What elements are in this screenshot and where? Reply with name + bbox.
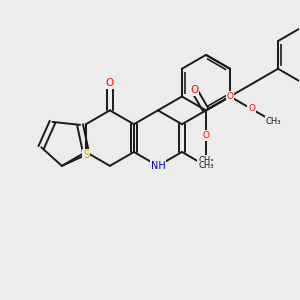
Text: CH₃: CH₃ bbox=[198, 161, 214, 170]
Text: O: O bbox=[248, 104, 255, 113]
Text: CH₃: CH₃ bbox=[198, 156, 214, 165]
Text: O: O bbox=[106, 78, 114, 88]
Text: O: O bbox=[190, 85, 198, 95]
Text: S: S bbox=[83, 150, 89, 160]
Text: CH₃: CH₃ bbox=[266, 117, 281, 126]
Text: O: O bbox=[226, 92, 233, 101]
Text: NH: NH bbox=[151, 161, 165, 171]
Text: O: O bbox=[202, 131, 209, 140]
